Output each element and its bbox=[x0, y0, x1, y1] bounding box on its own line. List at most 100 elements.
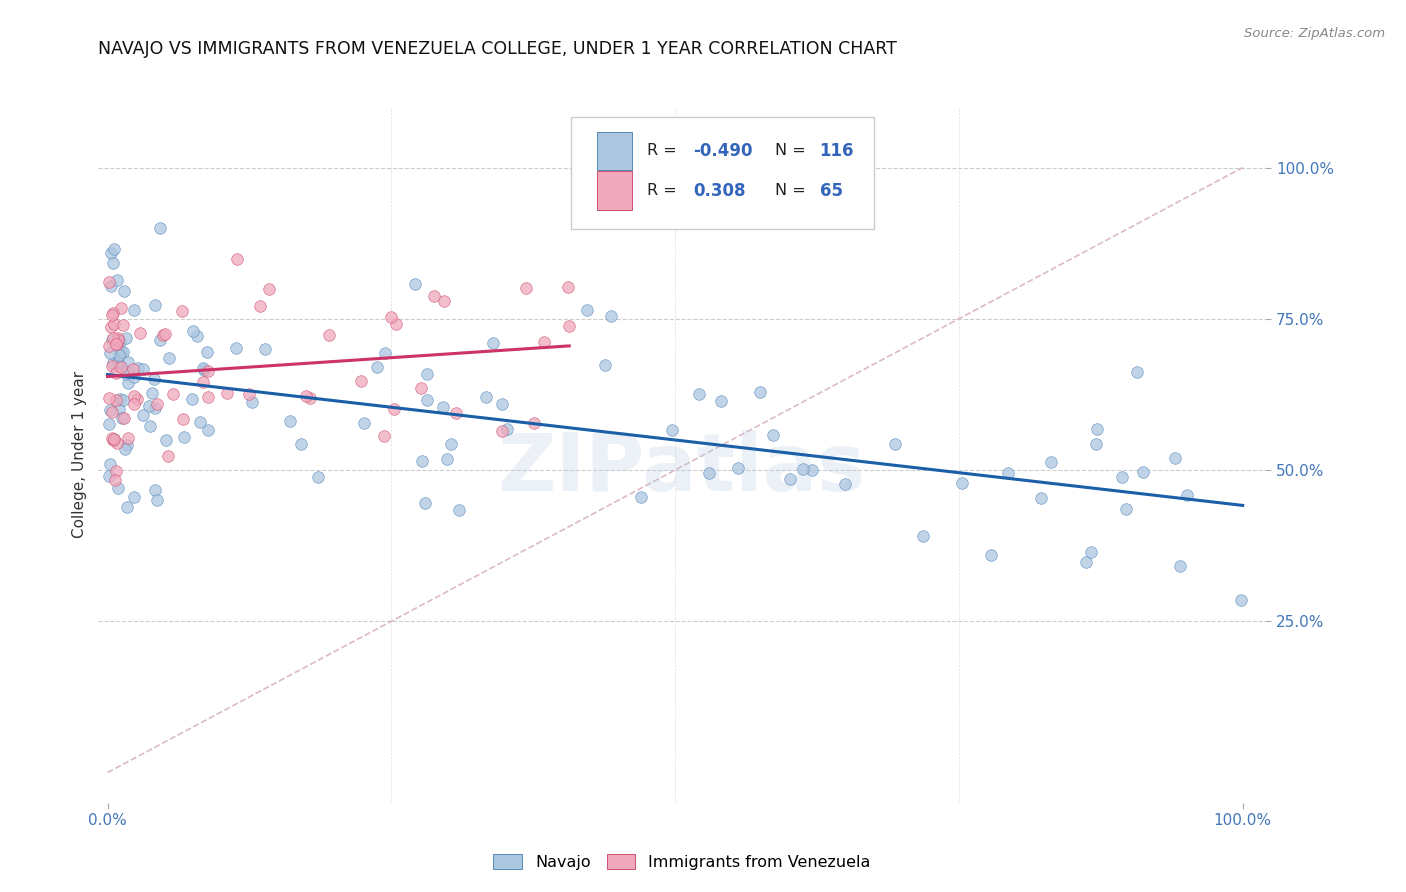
Text: R =: R = bbox=[647, 144, 682, 159]
Point bbox=[108, 401, 131, 416]
Point bbox=[101, 255, 124, 269]
Point bbox=[1175, 488, 1198, 502]
Y-axis label: College, Under 1 year: College, Under 1 year bbox=[72, 371, 87, 539]
Point bbox=[496, 422, 519, 436]
Point bbox=[278, 414, 301, 428]
Point bbox=[107, 355, 129, 369]
Point bbox=[409, 381, 432, 395]
Point bbox=[105, 435, 128, 450]
Point bbox=[385, 318, 408, 332]
Point bbox=[122, 397, 145, 411]
Text: -0.490: -0.490 bbox=[693, 142, 754, 160]
Point bbox=[433, 294, 456, 309]
Point bbox=[440, 436, 463, 450]
Point bbox=[727, 460, 749, 475]
Point bbox=[491, 397, 513, 411]
Point bbox=[98, 275, 121, 289]
Point bbox=[523, 416, 546, 430]
Point bbox=[117, 365, 139, 379]
Point bbox=[1230, 593, 1253, 607]
Point bbox=[103, 317, 125, 331]
Point bbox=[474, 390, 496, 404]
Point bbox=[110, 301, 132, 315]
Point bbox=[98, 457, 121, 471]
Point bbox=[115, 437, 138, 451]
Text: ZIPatlas: ZIPatlas bbox=[498, 430, 866, 508]
Point bbox=[129, 326, 152, 340]
Point bbox=[444, 405, 467, 419]
Point bbox=[105, 337, 128, 351]
Point bbox=[127, 361, 149, 376]
Point bbox=[801, 463, 824, 477]
Point bbox=[122, 389, 145, 403]
Point bbox=[100, 245, 122, 260]
Text: Source: ZipAtlas.com: Source: ZipAtlas.com bbox=[1244, 27, 1385, 40]
Point bbox=[114, 442, 136, 456]
Point bbox=[111, 393, 134, 408]
Point bbox=[104, 392, 127, 407]
Point bbox=[143, 372, 166, 386]
Text: 0.308: 0.308 bbox=[693, 182, 747, 200]
Point bbox=[101, 331, 124, 345]
Point bbox=[141, 386, 163, 401]
Point bbox=[432, 401, 454, 415]
Point bbox=[181, 324, 204, 338]
Point bbox=[482, 336, 505, 351]
Point bbox=[107, 333, 129, 347]
Point bbox=[152, 328, 174, 343]
Text: 65: 65 bbox=[820, 182, 842, 200]
Bar bbox=[596, 132, 631, 170]
Point bbox=[661, 423, 683, 437]
Point bbox=[125, 392, 148, 406]
Point bbox=[197, 391, 219, 405]
Point bbox=[980, 548, 1002, 562]
Point bbox=[193, 363, 215, 377]
Point bbox=[558, 318, 581, 333]
Point bbox=[600, 310, 623, 324]
Text: R =: R = bbox=[647, 183, 688, 198]
Point bbox=[748, 384, 770, 399]
Point bbox=[366, 360, 388, 375]
Point bbox=[162, 387, 184, 401]
Point bbox=[105, 464, 128, 478]
Text: N =: N = bbox=[775, 144, 811, 159]
Point bbox=[105, 337, 128, 351]
Point bbox=[105, 273, 128, 287]
Point bbox=[295, 388, 318, 402]
Point bbox=[1126, 366, 1149, 380]
Point bbox=[98, 345, 121, 359]
Point bbox=[101, 308, 124, 322]
Point bbox=[380, 310, 402, 325]
Point bbox=[997, 466, 1019, 480]
Text: NAVAJO VS IMMIGRANTS FROM VENEZUELA COLLEGE, UNDER 1 YEAR CORRELATION CHART: NAVAJO VS IMMIGRANTS FROM VENEZUELA COLL… bbox=[98, 40, 897, 58]
Point bbox=[240, 394, 263, 409]
Point bbox=[108, 335, 131, 350]
Point bbox=[122, 362, 145, 376]
Point bbox=[98, 391, 121, 405]
Point bbox=[108, 348, 131, 362]
Point bbox=[148, 221, 170, 235]
Point bbox=[413, 496, 436, 510]
Point bbox=[1074, 554, 1097, 568]
Point bbox=[249, 299, 271, 313]
Point bbox=[226, 252, 249, 267]
Point bbox=[143, 401, 166, 416]
Point bbox=[411, 454, 433, 468]
Point bbox=[350, 374, 373, 388]
FancyBboxPatch shape bbox=[571, 118, 875, 229]
Point bbox=[103, 242, 125, 256]
Point bbox=[384, 401, 406, 416]
Point bbox=[576, 303, 599, 318]
Point bbox=[138, 399, 160, 413]
Point bbox=[688, 386, 710, 401]
Point bbox=[117, 376, 139, 390]
Point bbox=[593, 358, 616, 372]
Point bbox=[515, 281, 537, 295]
Point bbox=[1132, 465, 1154, 479]
Text: N =: N = bbox=[775, 183, 811, 198]
Point bbox=[215, 386, 238, 401]
Point bbox=[101, 431, 124, 445]
Point bbox=[416, 393, 439, 408]
Point bbox=[557, 279, 579, 293]
Point bbox=[883, 437, 905, 451]
